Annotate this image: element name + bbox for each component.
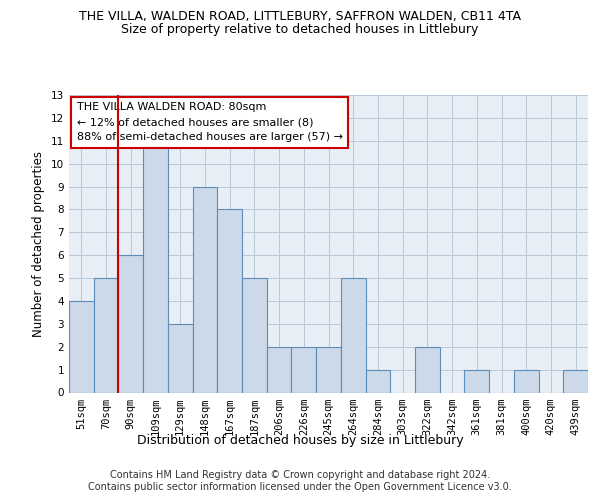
Text: Size of property relative to detached houses in Littlebury: Size of property relative to detached ho… (121, 22, 479, 36)
Bar (292, 346, 316, 393)
Text: THE VILLA WALDEN ROAD: 80sqm
← 12% of detached houses are smaller (8)
88% of sem: THE VILLA WALDEN ROAD: 80sqm ← 12% of de… (77, 102, 343, 142)
Bar (415, 346, 440, 393)
Bar (365, 370, 390, 392)
Bar (69, 301, 94, 392)
Bar (267, 346, 292, 393)
Bar (168, 324, 193, 392)
Bar (94, 278, 118, 392)
Text: Distribution of detached houses by size in Littlebury: Distribution of detached houses by size … (137, 434, 463, 447)
Bar (242, 278, 267, 392)
Bar (143, 141, 168, 393)
Bar (118, 255, 143, 392)
Text: Contains HM Land Registry data © Crown copyright and database right 2024.: Contains HM Land Registry data © Crown c… (110, 470, 490, 480)
Bar (514, 370, 539, 392)
Text: Contains public sector information licensed under the Open Government Licence v3: Contains public sector information licen… (88, 482, 512, 492)
Text: THE VILLA, WALDEN ROAD, LITTLEBURY, SAFFRON WALDEN, CB11 4TA: THE VILLA, WALDEN ROAD, LITTLEBURY, SAFF… (79, 10, 521, 23)
Y-axis label: Number of detached properties: Number of detached properties (32, 151, 46, 337)
Bar (464, 370, 489, 392)
Bar (563, 370, 588, 392)
Bar (193, 186, 217, 392)
Bar (316, 346, 341, 393)
Bar (341, 278, 365, 392)
Bar (217, 210, 242, 392)
